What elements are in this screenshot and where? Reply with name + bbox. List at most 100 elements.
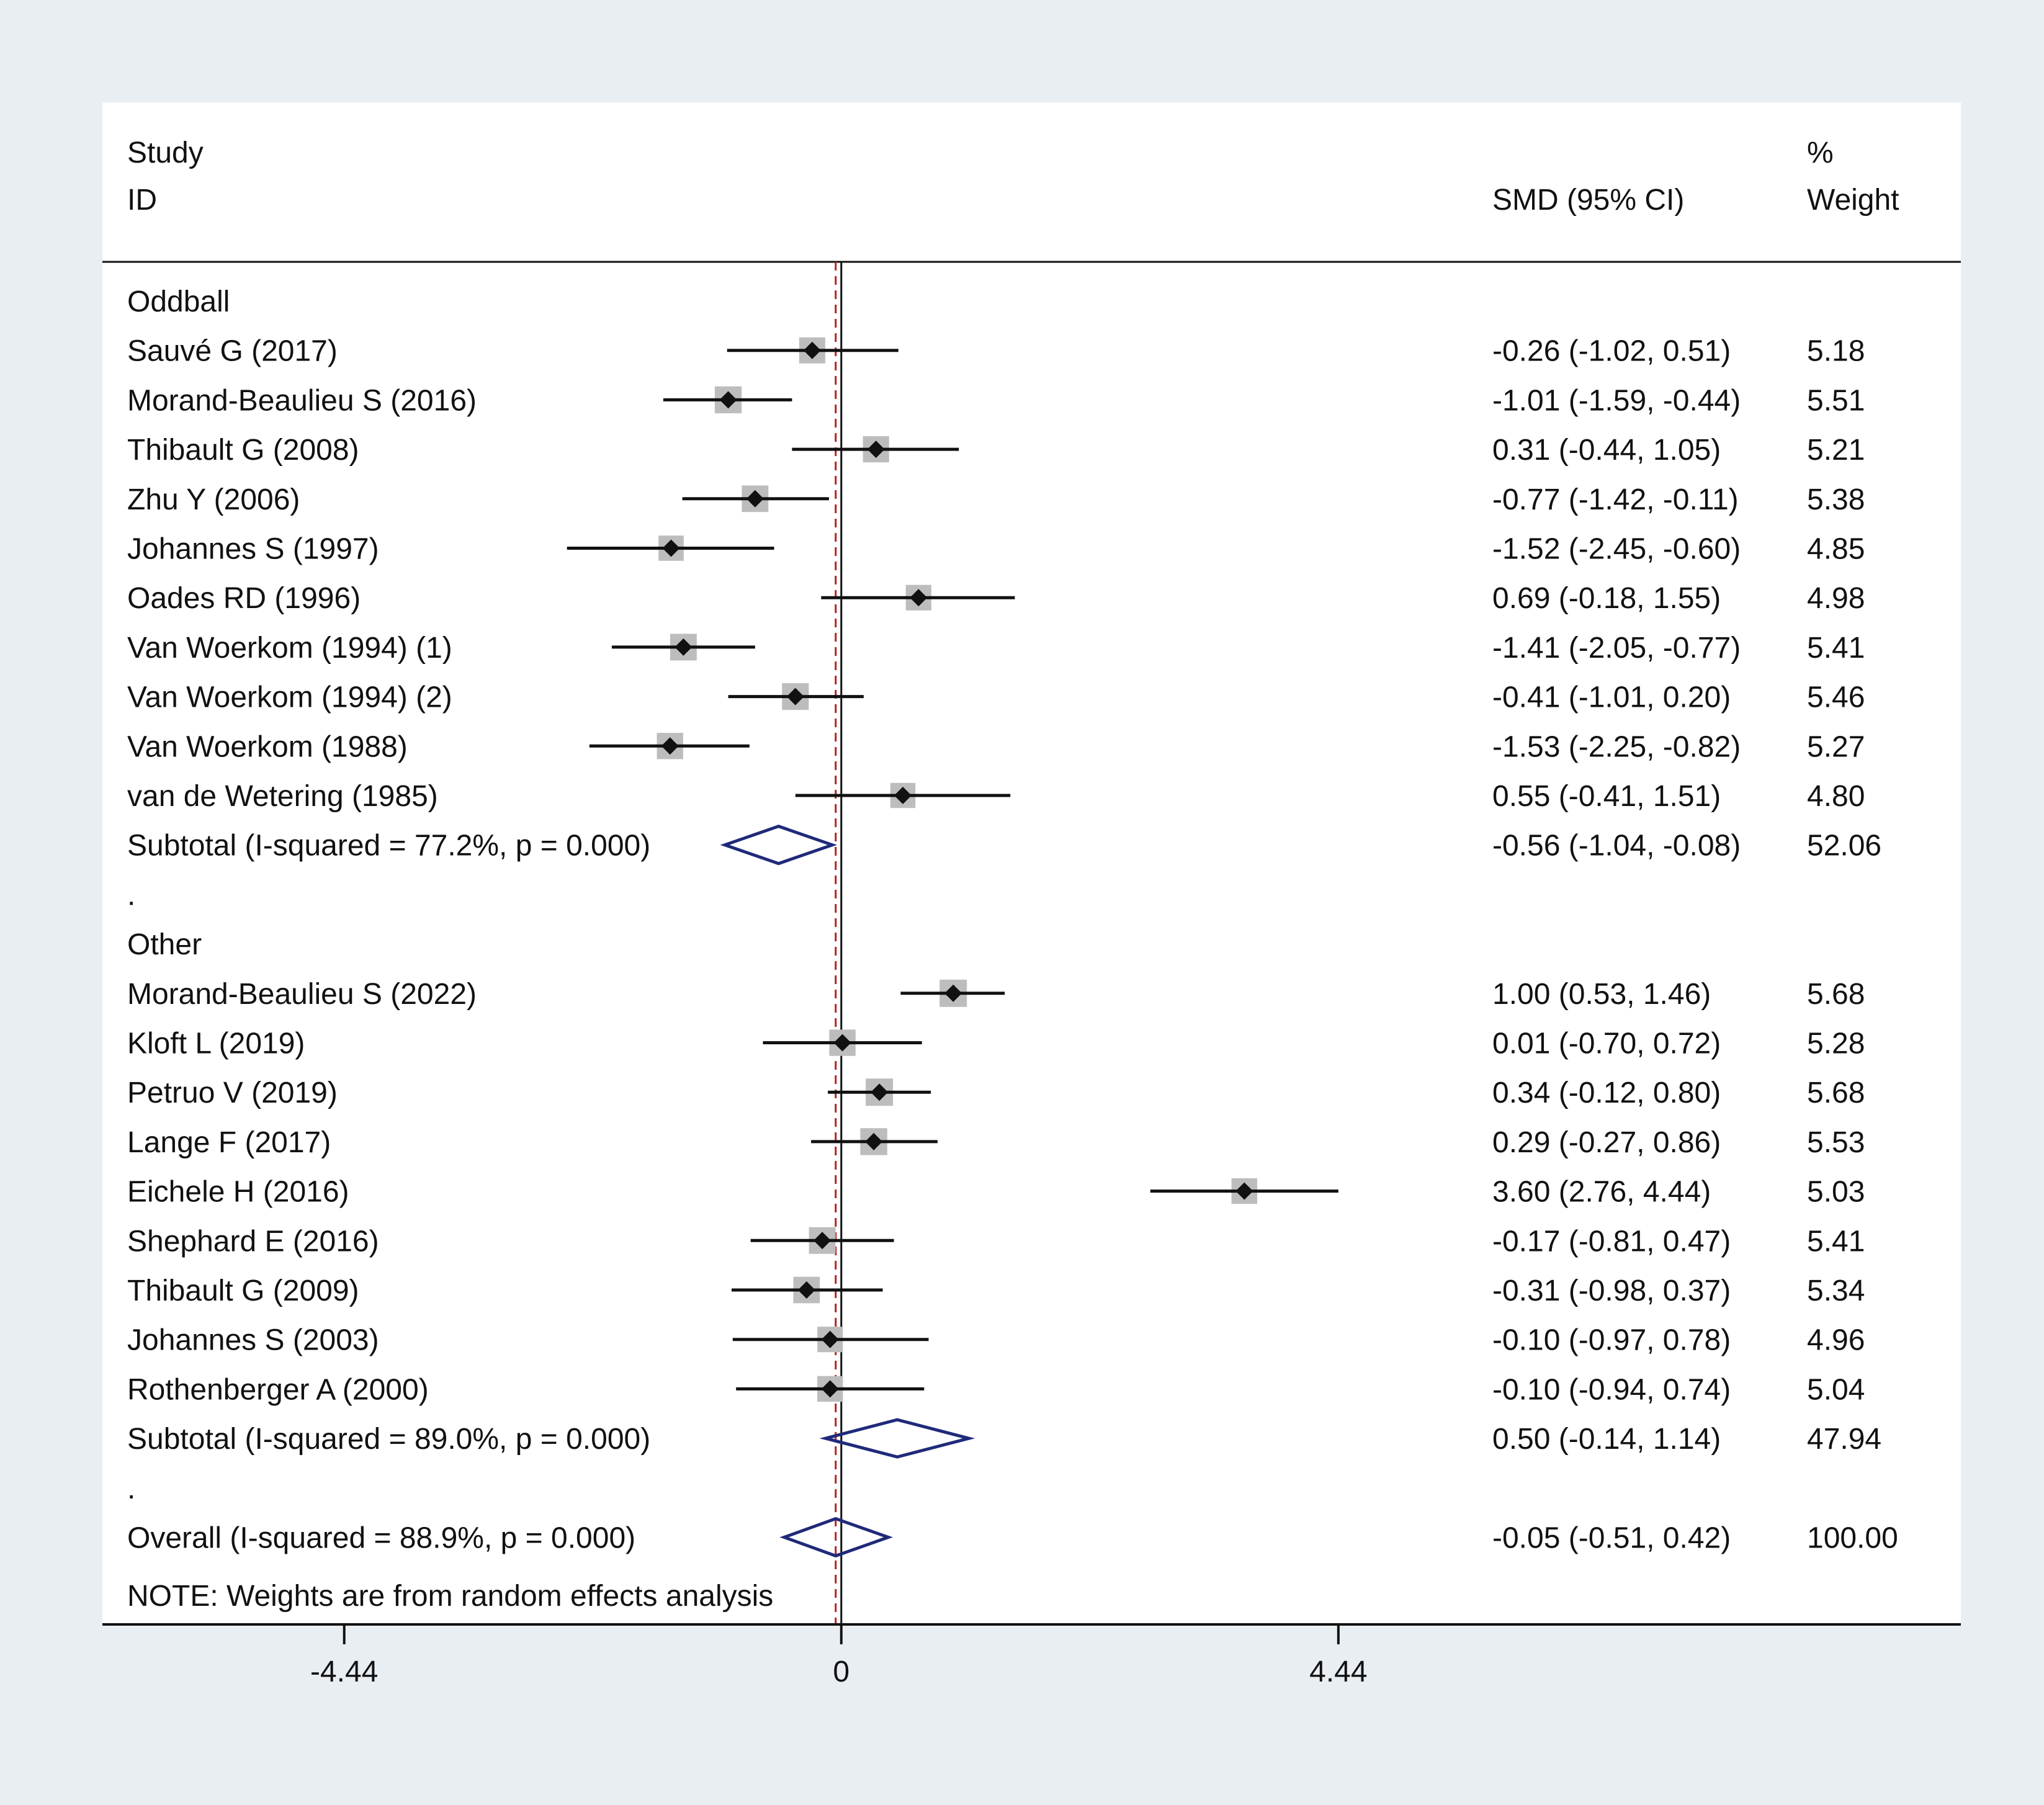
weight-value: 5.21 — [1807, 434, 1865, 467]
ci-value: 0.34 (-0.12, 0.80) — [1492, 1077, 1721, 1109]
weight-value: 5.46 — [1807, 681, 1865, 714]
study-label: Petruo V (2019) — [127, 1077, 338, 1109]
weight-value: 5.41 — [1807, 1225, 1865, 1258]
weight-value: 5.53 — [1807, 1126, 1865, 1159]
weight-value: 5.41 — [1807, 632, 1865, 665]
weight-value: 4.80 — [1807, 780, 1865, 813]
point-estimate — [833, 1034, 851, 1052]
weight-value: 4.98 — [1807, 582, 1865, 615]
study-label: Johannes S (2003) — [127, 1324, 379, 1357]
x-tick-label: 4.44 — [1309, 1655, 1367, 1688]
ci-value: 0.50 (-0.14, 1.14) — [1492, 1423, 1721, 1456]
weight-value: 5.51 — [1807, 384, 1865, 417]
study-label: Morand-Beaulieu S (2016) — [127, 384, 477, 417]
plot-panel — [102, 102, 1961, 1623]
ci-value: -0.56 (-1.04, -0.08) — [1492, 830, 1741, 862]
ci-value: 0.69 (-0.18, 1.55) — [1492, 582, 1721, 615]
ci-value: -0.77 (-1.42, -0.11) — [1492, 483, 1739, 516]
header-weight: Weight — [1807, 184, 1899, 217]
weights-note: NOTE: Weights are from random effects an… — [127, 1580, 773, 1613]
ci-value: -1.01 (-1.59, -0.44) — [1492, 384, 1741, 417]
point-estimate — [894, 787, 912, 804]
study-label: Morand-Beaulieu S (2022) — [127, 978, 477, 1011]
column-headers: Study ID SMD (95% CI) % Weight — [127, 137, 1899, 217]
ci-value: 1.00 (0.53, 1.46) — [1492, 978, 1711, 1011]
subtotal-diamond — [819, 1418, 975, 1459]
ci-value: 0.55 (-0.41, 1.51) — [1492, 780, 1721, 813]
weight-value: 100.00 — [1807, 1522, 1898, 1555]
subtotal-label: Subtotal (I-squared = 77.2%, p = 0.000) — [127, 830, 650, 862]
point-estimate — [797, 1281, 815, 1299]
ci-value: -0.41 (-1.01, 0.20) — [1492, 681, 1731, 714]
study-label: Eichele H (2016) — [127, 1176, 349, 1209]
point-estimate — [662, 539, 680, 557]
spacer-dot: . — [127, 1472, 135, 1505]
study-label: Oades RD (1996) — [127, 582, 361, 615]
study-label: Shephard E (2016) — [127, 1225, 379, 1258]
ci-value: -1.53 (-2.25, -0.82) — [1492, 730, 1741, 763]
weight-value: 4.96 — [1807, 1324, 1865, 1357]
header-percent: % — [1807, 137, 1834, 169]
point-estimate — [719, 391, 737, 409]
point-estimate — [865, 1132, 883, 1150]
study-label: Lange F (2017) — [127, 1126, 331, 1159]
study-label: van de Wetering (1985) — [127, 780, 438, 813]
study-label: Van Woerkom (1994) (1) — [127, 632, 452, 665]
weight-value: 47.94 — [1807, 1423, 1881, 1456]
weight-value: 5.38 — [1807, 483, 1865, 516]
study-label: Kloft L (2019) — [127, 1028, 305, 1060]
weight-value: 5.04 — [1807, 1373, 1865, 1406]
point-estimate — [821, 1330, 839, 1348]
weight-value: 5.18 — [1807, 335, 1865, 368]
group-label: Oddball — [127, 285, 230, 318]
overall-label: Overall (I-squared = 88.9%, p = 0.000) — [127, 1522, 635, 1555]
ci-value: 3.60 (2.76, 4.44) — [1492, 1176, 1711, 1209]
weight-value: 52.06 — [1807, 830, 1881, 862]
study-label: Van Woerkom (1988) — [127, 730, 408, 763]
header-study: Study — [127, 137, 204, 169]
ci-value: 0.29 (-0.27, 0.86) — [1492, 1126, 1721, 1159]
ci-value: -1.52 (-2.45, -0.60) — [1492, 533, 1741, 566]
point-estimate — [675, 638, 693, 656]
subtotal-diamond — [720, 825, 837, 866]
weight-value: 5.68 — [1807, 978, 1865, 1011]
study-label: Thibault G (2009) — [127, 1274, 359, 1307]
ci-value: -0.10 (-0.94, 0.74) — [1492, 1373, 1731, 1406]
point-estimate — [867, 441, 885, 459]
study-label: Thibault G (2008) — [127, 434, 359, 467]
x-axis: -4.44 0 4.44 — [102, 1623, 1961, 1688]
weight-value: 5.34 — [1807, 1274, 1865, 1307]
study-label: Johannes S (1997) — [127, 533, 379, 566]
point-estimate — [803, 341, 821, 359]
study-label: Van Woerkom (1994) (2) — [127, 681, 452, 714]
point-estimate — [910, 589, 928, 607]
study-rows: Oddball Sauvé G (2017) -0.26 (-1.02, 0.51)… — [127, 262, 1898, 1624]
x-tick-label: 0 — [833, 1655, 849, 1688]
group-label: Other — [127, 928, 202, 961]
ci-value: -0.10 (-0.97, 0.78) — [1492, 1324, 1731, 1357]
weight-value: 5.68 — [1807, 1077, 1865, 1109]
point-estimate — [1235, 1182, 1253, 1200]
point-estimate — [661, 737, 679, 755]
point-estimate — [814, 1232, 831, 1250]
weight-value: 5.28 — [1807, 1028, 1865, 1060]
study-label: Sauvé G (2017) — [127, 335, 338, 368]
study-label: Zhu Y (2006) — [127, 483, 300, 516]
header-id: ID — [127, 184, 157, 217]
ci-value: 0.01 (-0.70, 0.72) — [1492, 1028, 1721, 1060]
ci-value: 0.31 (-0.44, 1.05) — [1492, 434, 1721, 467]
weight-value: 4.85 — [1807, 533, 1865, 566]
ci-value: -0.05 (-0.51, 0.42) — [1492, 1522, 1731, 1555]
subtotal-label: Subtotal (I-squared = 89.0%, p = 0.000) — [127, 1423, 650, 1456]
ci-value: -0.17 (-0.81, 0.47) — [1492, 1225, 1731, 1258]
spacer-dot: . — [127, 879, 135, 911]
header-estimate: SMD (95% CI) — [1492, 184, 1684, 217]
point-estimate — [944, 984, 962, 1002]
weight-value: 5.03 — [1807, 1176, 1865, 1209]
ci-value: -0.31 (-0.98, 0.37) — [1492, 1274, 1731, 1307]
weight-value: 5.27 — [1807, 730, 1865, 763]
study-label: Rothenberger A (2000) — [127, 1373, 429, 1406]
overall-diamond — [779, 1516, 894, 1558]
ci-value: -0.26 (-1.02, 0.51) — [1492, 335, 1731, 368]
